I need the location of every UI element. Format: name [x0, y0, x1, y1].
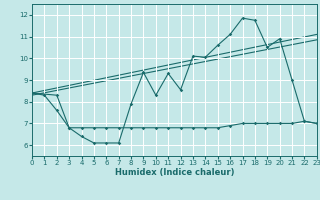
X-axis label: Humidex (Indice chaleur): Humidex (Indice chaleur)	[115, 168, 234, 177]
